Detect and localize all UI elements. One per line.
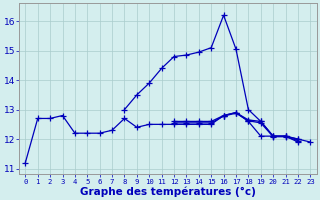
X-axis label: Graphe des températures (°c): Graphe des températures (°c) (80, 186, 256, 197)
